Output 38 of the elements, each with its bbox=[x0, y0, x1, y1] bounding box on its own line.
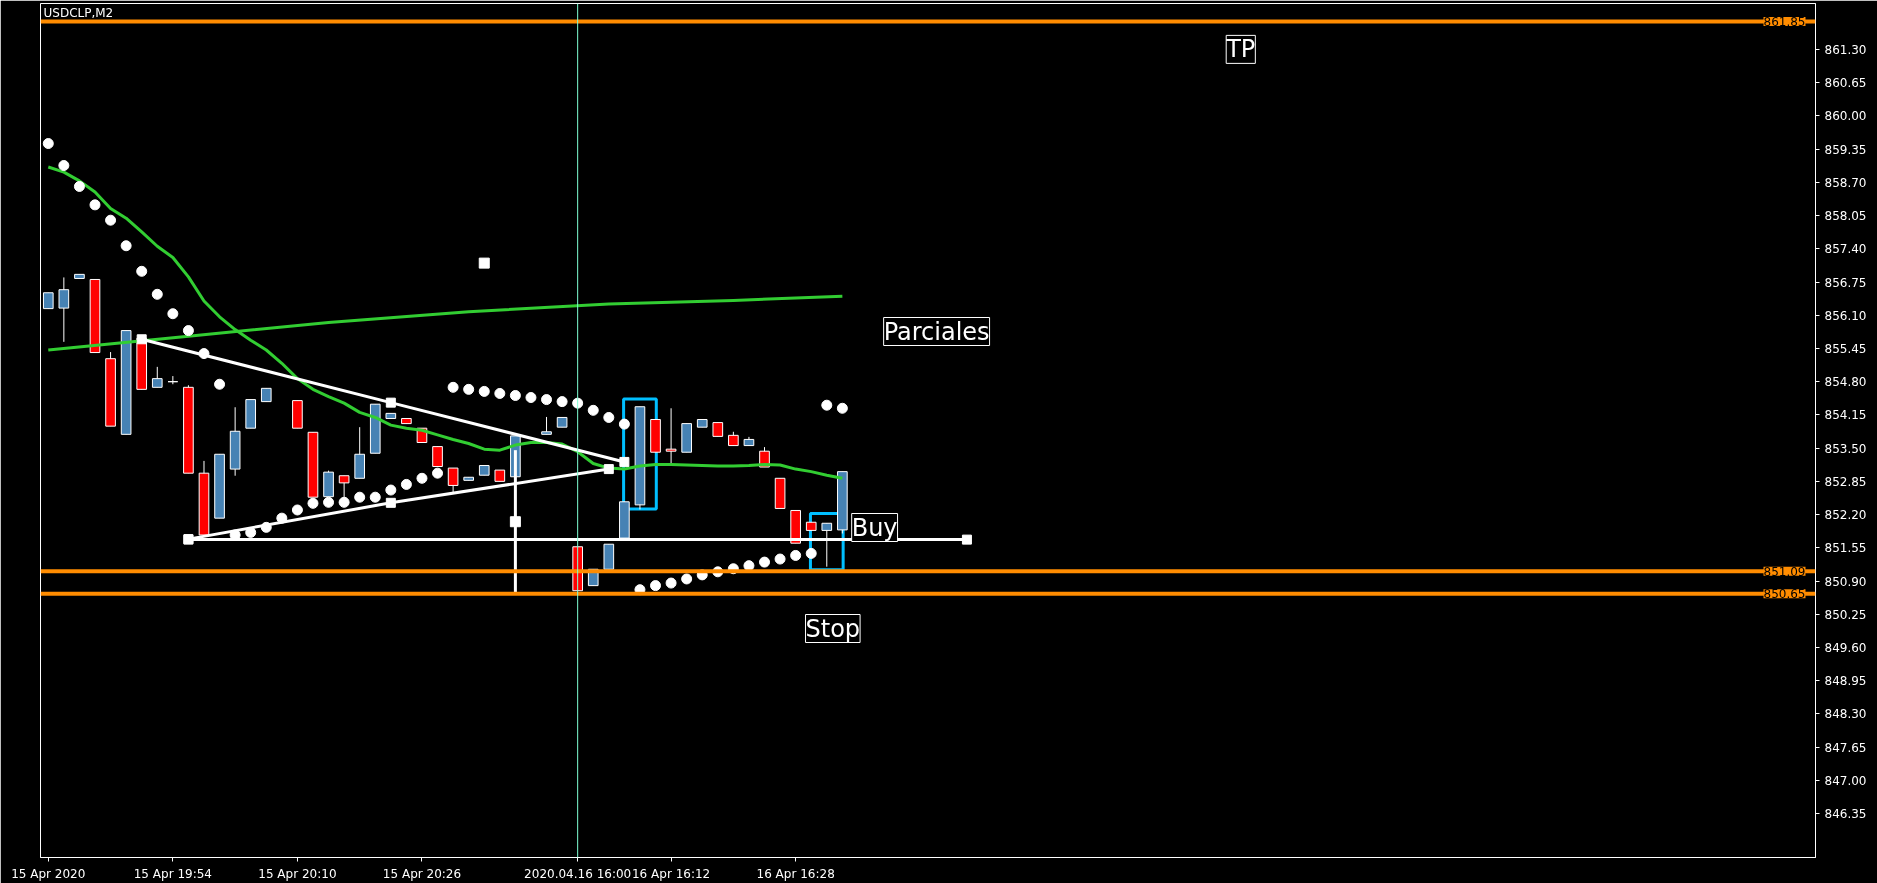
y-tick-label: 848.95 bbox=[1824, 674, 1867, 689]
y-tick-label: 848.30 bbox=[1824, 707, 1867, 722]
y-tick-label: 860.65 bbox=[1824, 76, 1867, 91]
y-tick-label: 847.65 bbox=[1824, 740, 1867, 755]
y-tick-label: 850.90 bbox=[1824, 574, 1867, 589]
x-tick-label: 15 Apr 20:26 bbox=[382, 866, 462, 881]
y-tick-label: 851.55 bbox=[1824, 541, 1867, 556]
annotation: Stop bbox=[805, 614, 861, 643]
x-tick-label: 2020.04.16 16:00 bbox=[524, 866, 632, 881]
annotation: Parciales bbox=[883, 317, 990, 346]
x-tick-label: 15 Apr 20:10 bbox=[258, 866, 337, 881]
y-tick-label: 860.00 bbox=[1824, 109, 1867, 124]
annotation: Buy bbox=[851, 513, 898, 542]
ref-line-label: 850.65 bbox=[1763, 587, 1806, 602]
y-tick-label: 852.85 bbox=[1824, 474, 1867, 489]
chart-title: USDCLP,M2 bbox=[43, 5, 114, 20]
y-tick-label: 855.45 bbox=[1824, 341, 1867, 356]
y-tick-label: 849.60 bbox=[1824, 640, 1867, 655]
y-tick-label: 847.00 bbox=[1824, 773, 1867, 788]
y-tick-label: 852.20 bbox=[1824, 508, 1867, 523]
ref-line-label: 861.85 bbox=[1763, 14, 1806, 29]
x-tick-label: 16 Apr 16:12 bbox=[631, 866, 711, 881]
y-tick-label: 854.15 bbox=[1824, 408, 1867, 423]
x-tick-label: 16 Apr 16:28 bbox=[756, 866, 835, 881]
x-tick-label: 15 Apr 2020 bbox=[11, 866, 86, 881]
y-tick-label: 853.50 bbox=[1824, 441, 1867, 456]
y-tick-label: 861.30 bbox=[1824, 43, 1867, 57]
y-tick-label: 857.40 bbox=[1824, 242, 1867, 257]
x-tick-label: 15 Apr 19:54 bbox=[133, 866, 212, 881]
y-tick-label: 846.35 bbox=[1824, 807, 1867, 822]
ref-line-label: 851.09 bbox=[1763, 564, 1806, 579]
y-tick-label: 856.75 bbox=[1824, 275, 1867, 290]
y-tick-label: 858.05 bbox=[1824, 209, 1867, 224]
y-tick-label: 858.70 bbox=[1824, 175, 1867, 190]
y-tick-label: 854.80 bbox=[1824, 375, 1867, 390]
y-tick-label: 859.35 bbox=[1824, 142, 1867, 157]
y-tick-label: 856.10 bbox=[1824, 308, 1867, 323]
y-tick-label: 850.25 bbox=[1824, 607, 1867, 622]
